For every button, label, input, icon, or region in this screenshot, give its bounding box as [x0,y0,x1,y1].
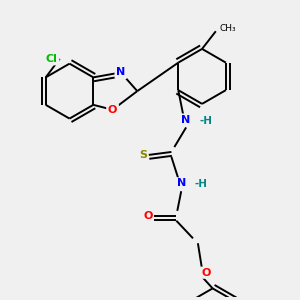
Text: N: N [116,68,125,77]
Text: O: O [108,105,117,115]
Text: -H: -H [195,179,208,189]
Text: O: O [201,268,210,278]
Text: O: O [143,211,152,221]
Text: -H: -H [200,116,213,126]
Text: N: N [182,115,191,124]
Text: N: N [177,178,186,188]
Text: Cl: Cl [46,54,58,64]
Text: S: S [139,150,147,160]
Text: CH₃: CH₃ [220,24,236,33]
